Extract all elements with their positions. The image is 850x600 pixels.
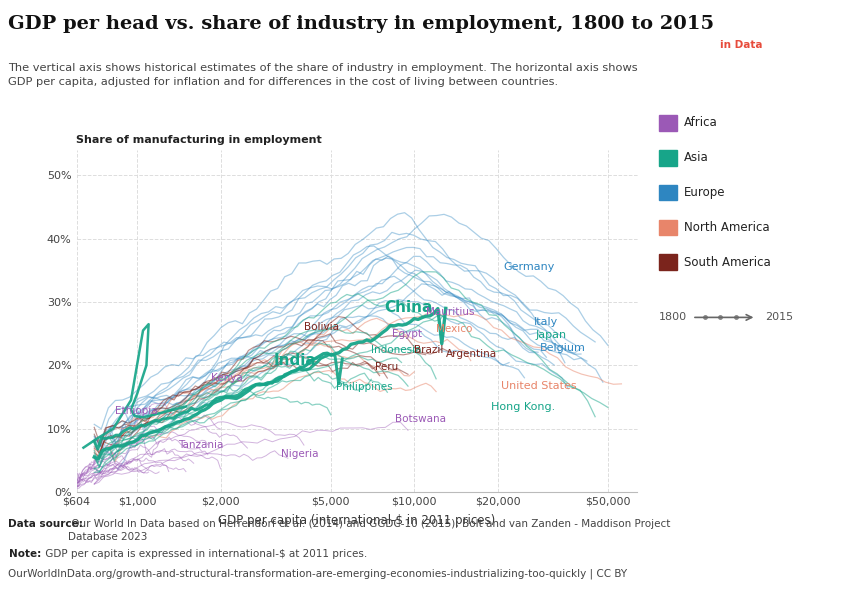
- Text: Our World In Data based on Herrendorf et al. (2014) and GGDC-10 (2015); Bolt and: Our World In Data based on Herrendorf et…: [68, 519, 671, 542]
- Text: Argentina: Argentina: [445, 349, 497, 359]
- Text: Botswana: Botswana: [394, 414, 445, 424]
- Text: Philippines: Philippines: [336, 383, 392, 392]
- Text: Bolivia: Bolivia: [304, 322, 339, 332]
- Text: North America: North America: [684, 221, 770, 234]
- Text: India: India: [273, 353, 316, 368]
- Text: Africa: Africa: [684, 116, 718, 130]
- Text: Note:: Note:: [8, 549, 41, 559]
- Text: Mexico: Mexico: [436, 323, 473, 334]
- Text: Italy: Italy: [534, 317, 558, 327]
- Text: in Data: in Data: [720, 40, 763, 50]
- Text: Egypt: Egypt: [392, 329, 422, 338]
- Text: 1800: 1800: [659, 312, 687, 322]
- Text: United States: United States: [501, 380, 576, 391]
- Text: Europe: Europe: [684, 186, 726, 199]
- Text: GDP per capita is expressed in international-$ at 2011 prices.: GDP per capita is expressed in internati…: [42, 549, 368, 559]
- Text: Peru: Peru: [375, 362, 398, 372]
- X-axis label: GDP per capita (international-$ in 2011 prices): GDP per capita (international-$ in 2011 …: [218, 514, 496, 527]
- Text: Data source:: Data source:: [8, 519, 83, 529]
- Text: Our World: Our World: [711, 25, 772, 35]
- Text: Mauritius: Mauritius: [426, 307, 474, 317]
- Text: Belgium: Belgium: [540, 343, 586, 353]
- Text: Germany: Germany: [503, 262, 555, 272]
- Text: South America: South America: [684, 256, 771, 269]
- Text: OurWorldInData.org/growth-and-structural-transformation-are-emerging-economies-i: OurWorldInData.org/growth-and-structural…: [8, 569, 627, 580]
- Text: Hong Kong.: Hong Kong.: [491, 401, 556, 412]
- Text: The vertical axis shows historical estimates of the share of industry in employm: The vertical axis shows historical estim…: [8, 63, 638, 87]
- Text: Brazil: Brazil: [414, 345, 444, 355]
- Text: Ethiopia: Ethiopia: [115, 406, 157, 416]
- Text: Nigeria: Nigeria: [280, 449, 318, 459]
- Text: Kenya: Kenya: [211, 373, 243, 383]
- Text: Share of manufacturing in employment: Share of manufacturing in employment: [76, 135, 322, 145]
- Text: Japan: Japan: [536, 330, 567, 340]
- Text: China: China: [384, 299, 433, 314]
- Text: GDP per head vs. share of industry in employment, 1800 to 2015: GDP per head vs. share of industry in em…: [8, 15, 715, 33]
- Text: Asia: Asia: [684, 151, 709, 164]
- Text: 2015: 2015: [765, 312, 793, 322]
- Text: Indonesia: Indonesia: [371, 345, 422, 355]
- Text: Tanzania: Tanzania: [178, 439, 223, 449]
